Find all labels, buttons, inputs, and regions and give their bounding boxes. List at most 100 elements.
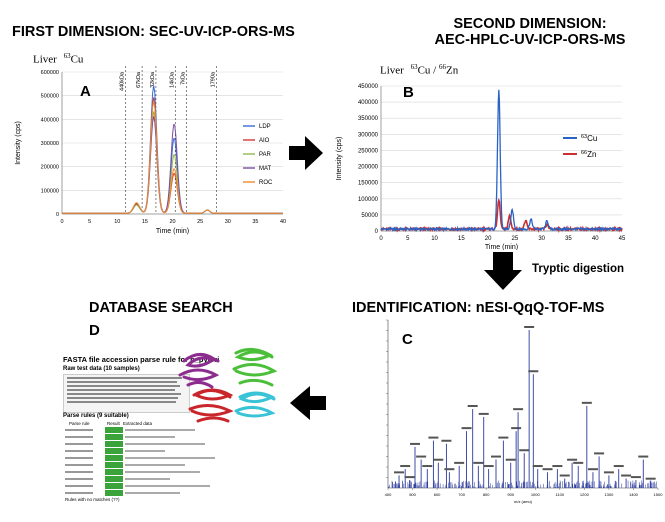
parse-rule-cell [65,443,93,445]
result-badge [105,462,123,468]
y-tick-label: 0 [56,212,59,218]
parse-rule-row [63,462,213,468]
series-line-par [62,111,283,214]
y-tick-label: 600000 [41,70,59,76]
x-tick-label: 20 [169,219,175,225]
y-tick-label: 200000 [41,165,59,171]
peak-label-mark [542,468,553,471]
peak-label-mark [587,468,598,471]
peak-label-mark [454,461,465,464]
mw-marker-label: 67kDa [136,71,142,88]
panel-b-letter: B [403,84,414,101]
isotope-a-element: Cu [417,64,431,77]
parse-rule-cell [65,436,93,438]
protein-domain-magenta [178,353,220,389]
raw-data-line [67,401,176,403]
x-tick-label: 45 [619,236,626,242]
mw-marker-label: 32kDa [150,71,156,88]
y-tick-label: 300000 [358,132,379,138]
peak-label-mark [638,455,649,458]
x-axis-label: m/z (amu) [514,499,533,504]
tryptic-digestion-label: Tryptic digestion [532,263,625,275]
x-tick-label: 400 [385,492,392,497]
result-badge [105,448,123,454]
x-tick-label: 35 [565,236,572,242]
x-tick-label: 30 [538,236,545,242]
peak-label-mark [441,439,452,442]
peak-label-mark [532,465,543,468]
y-axis-label: Intensity (cps) [336,137,343,181]
parse-rule-row [63,490,213,496]
parse-rule-row [63,483,213,489]
peak-label-mark [567,458,578,461]
parse-rule-row [63,434,213,440]
footer-note: Rules with no matches (??) [65,497,120,502]
peak-label-mark [513,408,524,411]
peak-label-mark [603,471,614,474]
y-tick-label: 150000 [358,181,379,187]
x-tick-label: 1300 [604,492,614,497]
y-tick-label: 450000 [358,84,379,90]
parse-rule-cell [65,485,93,487]
raw-data-line [67,385,180,387]
x-tick-label: 900 [507,492,514,497]
protein-structure-image [178,348,278,423]
peak-label-mark [416,455,427,458]
parse-rule-row [63,448,213,454]
peak-label-mark [630,476,641,479]
peak-label-mark [404,476,415,479]
result-badge [105,469,123,475]
peak-label-mark [473,461,484,464]
y-tick-label: 400000 [358,100,379,106]
parse-rule-cell [65,478,93,480]
raw-data-line [67,397,179,399]
x-tick-label: 20 [485,236,492,242]
peak-label-mark [528,370,539,373]
series-line-roc [62,100,283,214]
result-badge [105,427,123,433]
isotope-a-mass: 63 [410,63,418,71]
result-badge [105,434,123,440]
parse-rule-cell [65,450,93,452]
panel-a-sample-label: Liver 63Cu [33,52,83,66]
peak-label-mark [444,468,455,471]
x-tick-label: 1400 [629,492,639,497]
panel-d-letter: D [89,322,100,339]
parse-rule-cell [65,471,93,473]
peak-label-mark [491,455,501,458]
parse-rule-cell [65,429,93,431]
col-result: Result [107,421,120,426]
extracted-data-cell [125,464,185,466]
chart-b-aec-chromatogram: 0 50000 100000 150000 200000 250000 300000 3500… [336,84,626,250]
panel-a-letter: A [80,83,91,100]
x-tick-label: 5 [88,219,91,225]
legend-label: PAR [259,152,272,158]
parse-rule-cell [65,492,93,494]
x-tick-label: 0 [379,236,383,242]
peak-label-mark [573,461,584,464]
mw-marker-label: 1790a [211,71,217,87]
y-tick-label: 400000 [41,117,59,123]
legend-label: 66Zn [581,150,596,159]
chart-a-sec-chromatogram: 0 100000 200000 300000 400000 500000 600000 0 5 1… [15,66,286,235]
x-axis-label: Time (min) [485,244,518,250]
legend-label: MAT [259,166,272,172]
peak-label-mark [505,458,516,461]
result-badge [105,476,123,482]
x-tick-label: 35 [252,219,258,225]
raw-data-line [67,377,182,379]
left-arrow-icon [290,386,326,420]
legend-label: 63Cu [581,134,597,143]
isotope-mass: 63 [63,52,71,60]
sample-name-b: Liver [380,64,404,77]
right-arrow-icon [289,136,323,170]
series-line-ldp [62,85,283,214]
series-line-63cu [380,89,622,233]
result-badge [105,490,123,496]
y-tick-label: 50000 [361,213,378,219]
extracted-data-cell [125,485,210,487]
peak-label-mark [524,326,535,328]
legend-label: LDP [259,124,271,130]
peak-label-mark [478,412,489,415]
x-tick-label: 500 [409,492,416,497]
